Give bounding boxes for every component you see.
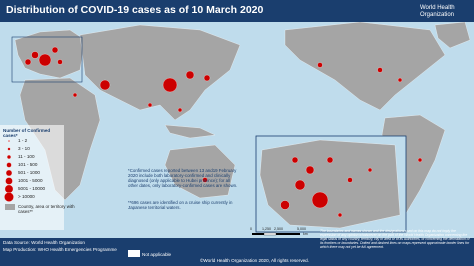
asia [79,24,241,121]
bubble [397,77,403,83]
north-america [284,21,446,111]
legend-symbol [6,154,12,160]
case-bubbles [24,46,423,183]
greenland [434,21,471,49]
legend-item: 5001 - 10000 [18,186,46,191]
organization: World Health Organization [420,5,455,18]
bubble [57,59,63,65]
legend-item: 3 - 10 [18,146,30,151]
bubble [377,67,383,73]
bubble [326,156,334,164]
bubble [31,51,39,59]
disclaimer: The boundaries and names shown and the d… [320,229,470,249]
scale-label: 1,250 [262,227,271,231]
data-source: Data Source: World Health Organization [3,240,85,245]
note: *Confirmed cases reported between 13 and… [128,168,238,188]
bubble [337,212,343,218]
bubble [280,200,290,210]
title-bar [0,0,474,22]
bubble [38,53,52,67]
legend-symbol [6,162,12,168]
bubble [294,179,306,191]
copyright: ©World Health Organization 2020, All rig… [200,258,310,263]
bubble [51,46,59,54]
scale-segment [276,233,300,235]
scale-label: 5,000 [297,227,306,231]
legend-item: 11 - 100 [18,154,35,159]
footer-bar [0,238,474,266]
legend-symbol [4,192,14,202]
europe [14,29,86,79]
bubble [367,167,373,173]
country-swatch [5,204,15,210]
bubble [72,92,78,98]
bubble [347,177,353,183]
inset-land [259,139,401,229]
not-applicable-swatch [128,250,140,257]
country-legend-label: Country, area or territory with cases** [18,204,75,214]
scale-label: 2,500 [274,227,283,231]
legend-item: 501 - 1000 [18,170,40,175]
bubble [162,77,178,93]
legend-symbol [8,140,10,142]
legend-item: 101 - 500 [18,162,38,167]
bubble [202,177,208,183]
legend-item: > 10000 [18,194,35,199]
map-title: Distribution of COVID-19 cases as of 10 … [6,4,264,16]
bubble [24,58,32,66]
legend-item: 1 - 2 [18,138,28,143]
legend-symbol [5,169,13,177]
bubble [317,62,323,68]
bubble [177,107,183,113]
bubble [311,191,329,209]
bubble [417,157,423,163]
bubble [291,156,299,164]
scale-segment [263,232,277,236]
legend-title: Number of Confirmed cases* [3,128,51,138]
bubble [147,102,153,108]
bubble [185,70,195,80]
legend-box [0,125,64,230]
bubble [305,165,315,175]
legend-symbol [4,184,14,194]
legend-symbols [4,140,14,202]
scale-bar [252,232,300,236]
map-production: Map Production: WHO Health Emergencies P… [3,247,117,252]
indonesia [164,124,216,139]
bubble [99,79,111,91]
scale-segment [252,233,264,235]
inset-bubbles [280,156,373,218]
inset-marker [11,36,83,83]
land [14,21,471,216]
scale-unit: km [303,232,308,236]
note: **696 cases are identified on a cruise s… [128,200,233,210]
not-applicable-label: Not applicable [142,252,172,257]
scale-label: 0 [250,227,252,231]
australia [164,144,236,199]
legend-symbol [5,177,13,185]
legend-item: 1001 - 5000 [18,178,43,183]
bubble [203,74,211,82]
legend-symbol [7,147,11,151]
